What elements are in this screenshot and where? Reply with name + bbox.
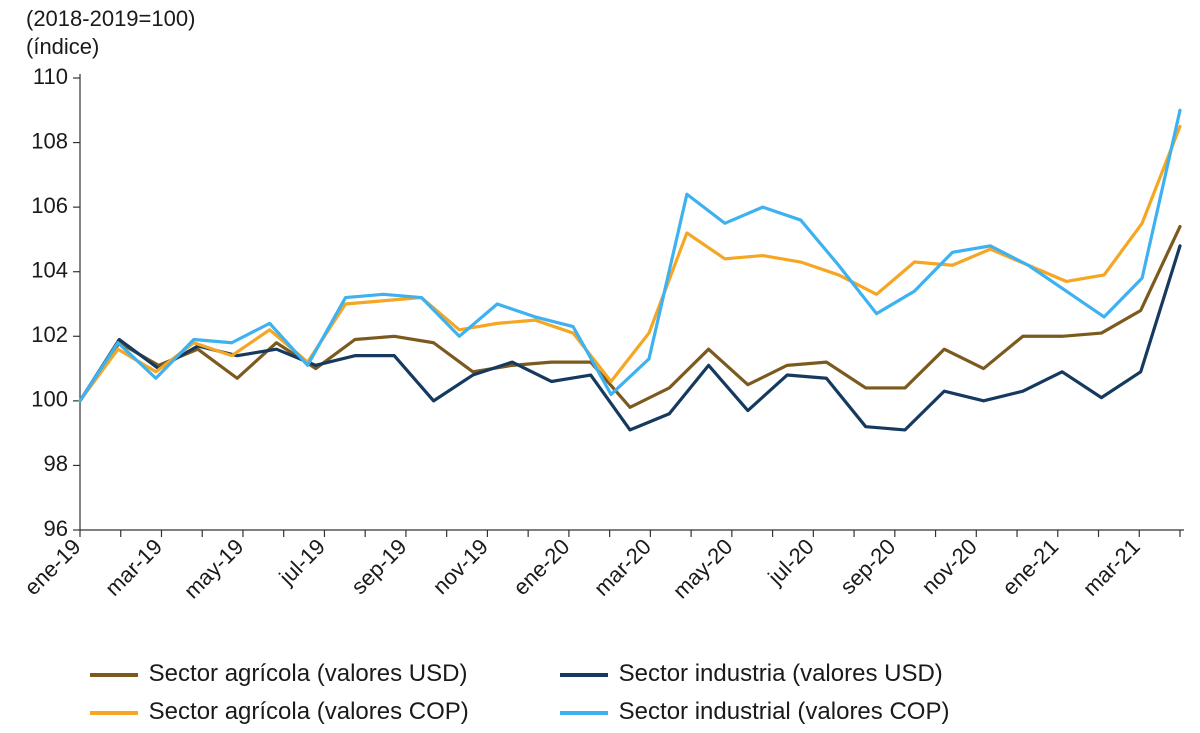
chart-subtitle-1: (2018-2019=100) [26, 6, 195, 32]
svg-text:nov-20: nov-20 [917, 534, 982, 599]
svg-text:sep-20: sep-20 [835, 534, 900, 599]
svg-text:110: 110 [33, 64, 68, 89]
legend-label-0: Sector agrícola (valores USD) [149, 660, 468, 687]
legend-item-3: Sector industrial (valores COP) [560, 698, 949, 726]
svg-text:ene-21: ene-21 [997, 534, 1063, 600]
legend-label-1: Sector industria (valores USD) [619, 660, 943, 687]
svg-text:102: 102 [31, 322, 68, 347]
legend-swatch-0 [90, 673, 138, 677]
legend-item-0: Sector agrícola (valores USD) [90, 660, 467, 688]
svg-text:mar-19: mar-19 [100, 534, 167, 601]
svg-text:mar-21: mar-21 [1078, 534, 1145, 601]
legend-item-2: Sector agrícola (valores COP) [90, 698, 469, 726]
svg-text:jul-20: jul-20 [762, 534, 818, 590]
svg-text:104: 104 [31, 258, 68, 283]
svg-text:mar-20: mar-20 [589, 534, 656, 601]
svg-text:98: 98 [44, 451, 68, 476]
legend-swatch-3 [560, 711, 608, 715]
legend-label-2: Sector agrícola (valores COP) [149, 698, 469, 725]
legend-label-3: Sector industrial (valores COP) [619, 698, 950, 725]
chart-plot-area: 9698100102104106108110ene-19mar-19may-19… [0, 0, 1200, 733]
svg-text:ene-20: ene-20 [508, 534, 574, 600]
svg-text:ene-19: ene-19 [19, 534, 85, 600]
chart-subtitle-2: (índice) [26, 34, 99, 60]
legend-item-1: Sector industria (valores USD) [560, 660, 943, 688]
svg-text:sep-19: sep-19 [346, 534, 411, 599]
svg-text:may-19: may-19 [179, 534, 249, 604]
svg-text:jul-19: jul-19 [274, 534, 330, 590]
legend-swatch-2 [90, 711, 138, 715]
svg-text:106: 106 [31, 193, 68, 218]
svg-text:nov-19: nov-19 [428, 534, 493, 599]
legend-swatch-1 [560, 673, 608, 677]
svg-text:108: 108 [31, 128, 68, 153]
svg-text:100: 100 [31, 387, 68, 412]
line-chart: (2018-2019=100) (índice) 969810010210410… [0, 0, 1200, 733]
svg-text:may-20: may-20 [668, 534, 738, 604]
